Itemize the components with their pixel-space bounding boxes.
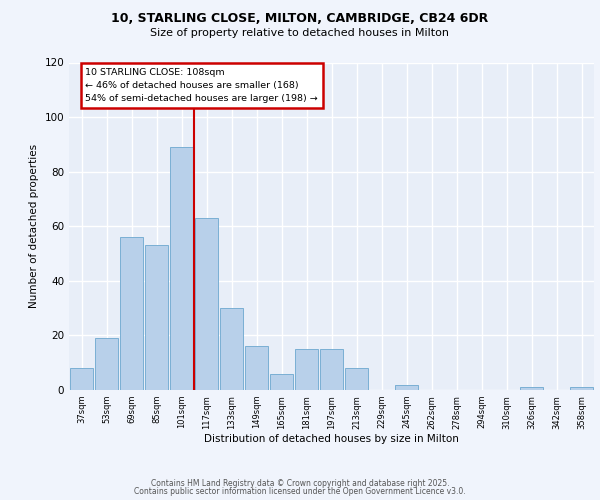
Bar [95, 338, 118, 390]
Text: 10, STARLING CLOSE, MILTON, CAMBRIDGE, CB24 6DR: 10, STARLING CLOSE, MILTON, CAMBRIDGE, C… [112, 12, 488, 26]
X-axis label: Distribution of detached houses by size in Milton: Distribution of detached houses by size … [204, 434, 459, 444]
Bar [520, 388, 544, 390]
Bar [569, 388, 593, 390]
Bar [70, 368, 94, 390]
Text: Contains public sector information licensed under the Open Government Licence v3: Contains public sector information licen… [134, 487, 466, 496]
Bar [220, 308, 244, 390]
Bar [170, 147, 193, 390]
Bar [194, 218, 218, 390]
Text: Contains HM Land Registry data © Crown copyright and database right 2025.: Contains HM Land Registry data © Crown c… [151, 478, 449, 488]
Bar [395, 384, 418, 390]
Y-axis label: Number of detached properties: Number of detached properties [29, 144, 39, 308]
Bar [295, 349, 319, 390]
Bar [119, 237, 143, 390]
Bar [145, 246, 169, 390]
Bar [245, 346, 268, 390]
Bar [269, 374, 293, 390]
Bar [344, 368, 368, 390]
Bar [320, 349, 343, 390]
Text: 10 STARLING CLOSE: 108sqm
← 46% of detached houses are smaller (168)
54% of semi: 10 STARLING CLOSE: 108sqm ← 46% of detac… [85, 68, 318, 104]
Text: Size of property relative to detached houses in Milton: Size of property relative to detached ho… [151, 28, 449, 38]
